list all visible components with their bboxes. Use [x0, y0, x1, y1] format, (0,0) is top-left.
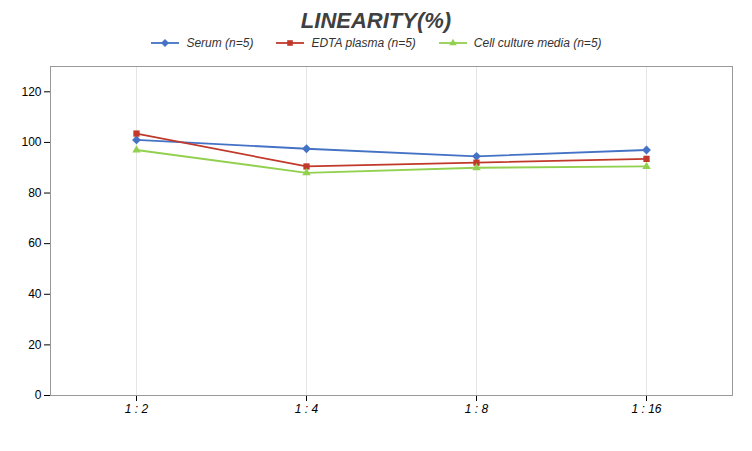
html-text:EDTA plasma (n=5): EDTA plasma (n=5): [311, 36, 416, 50]
svg-text:80: 80: [28, 186, 42, 200]
svg-text:60: 60: [28, 236, 42, 250]
svg-text:0: 0: [35, 388, 42, 402]
html-text:Cell culture media (n=5): Cell culture media (n=5): [473, 36, 602, 50]
svg-text:1 : 4: 1 : 4: [295, 402, 319, 416]
svg-text:40: 40: [28, 287, 42, 301]
html-text:LINEARITY(%): LINEARITY(%): [300, 8, 452, 33]
svg-text:120: 120: [21, 85, 41, 99]
svg-text:1 : 16: 1 : 16: [631, 402, 661, 416]
svg-text:100: 100: [21, 135, 41, 149]
html-text:Serum (n=5): Serum (n=5): [186, 36, 254, 50]
svg-text:1 : 8: 1 : 8: [465, 402, 489, 416]
svg-text:20: 20: [28, 338, 42, 352]
svg-text:1 : 2: 1 : 2: [125, 402, 149, 416]
